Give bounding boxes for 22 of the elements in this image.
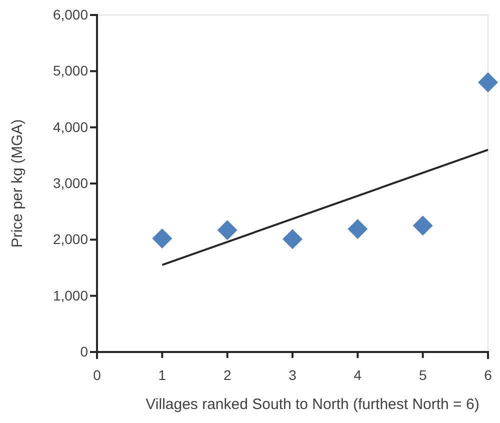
y-tick-label: 0 — [80, 343, 88, 360]
point — [348, 218, 368, 239]
y-tick-label: 1,000 — [52, 287, 88, 304]
x-tick-label: 6 — [484, 367, 492, 384]
x-tick-label: 5 — [418, 367, 427, 384]
y-axis-title: Price per kg (MGA) — [9, 119, 26, 248]
x-tick-label: 1 — [158, 367, 166, 384]
x-axis-title: Villages ranked South to North (furthest North = 6) — [146, 396, 480, 413]
y-tick-label: 6,000 — [52, 6, 88, 22]
point — [478, 72, 498, 92]
x-tick-label: 0 — [93, 367, 102, 384]
point — [152, 228, 172, 249]
y-tick-label: 5,000 — [52, 62, 88, 79]
point — [217, 220, 238, 240]
y-tick-label: 4,000 — [52, 118, 88, 135]
y-tick-label: 3,000 — [52, 174, 88, 191]
point — [282, 229, 302, 250]
x-tick-label: 3 — [288, 367, 297, 384]
x-tick-label: 4 — [354, 367, 362, 384]
point — [412, 216, 433, 236]
y-tick-label: 2,000 — [52, 231, 88, 248]
x-tick-label: 2 — [223, 367, 232, 384]
